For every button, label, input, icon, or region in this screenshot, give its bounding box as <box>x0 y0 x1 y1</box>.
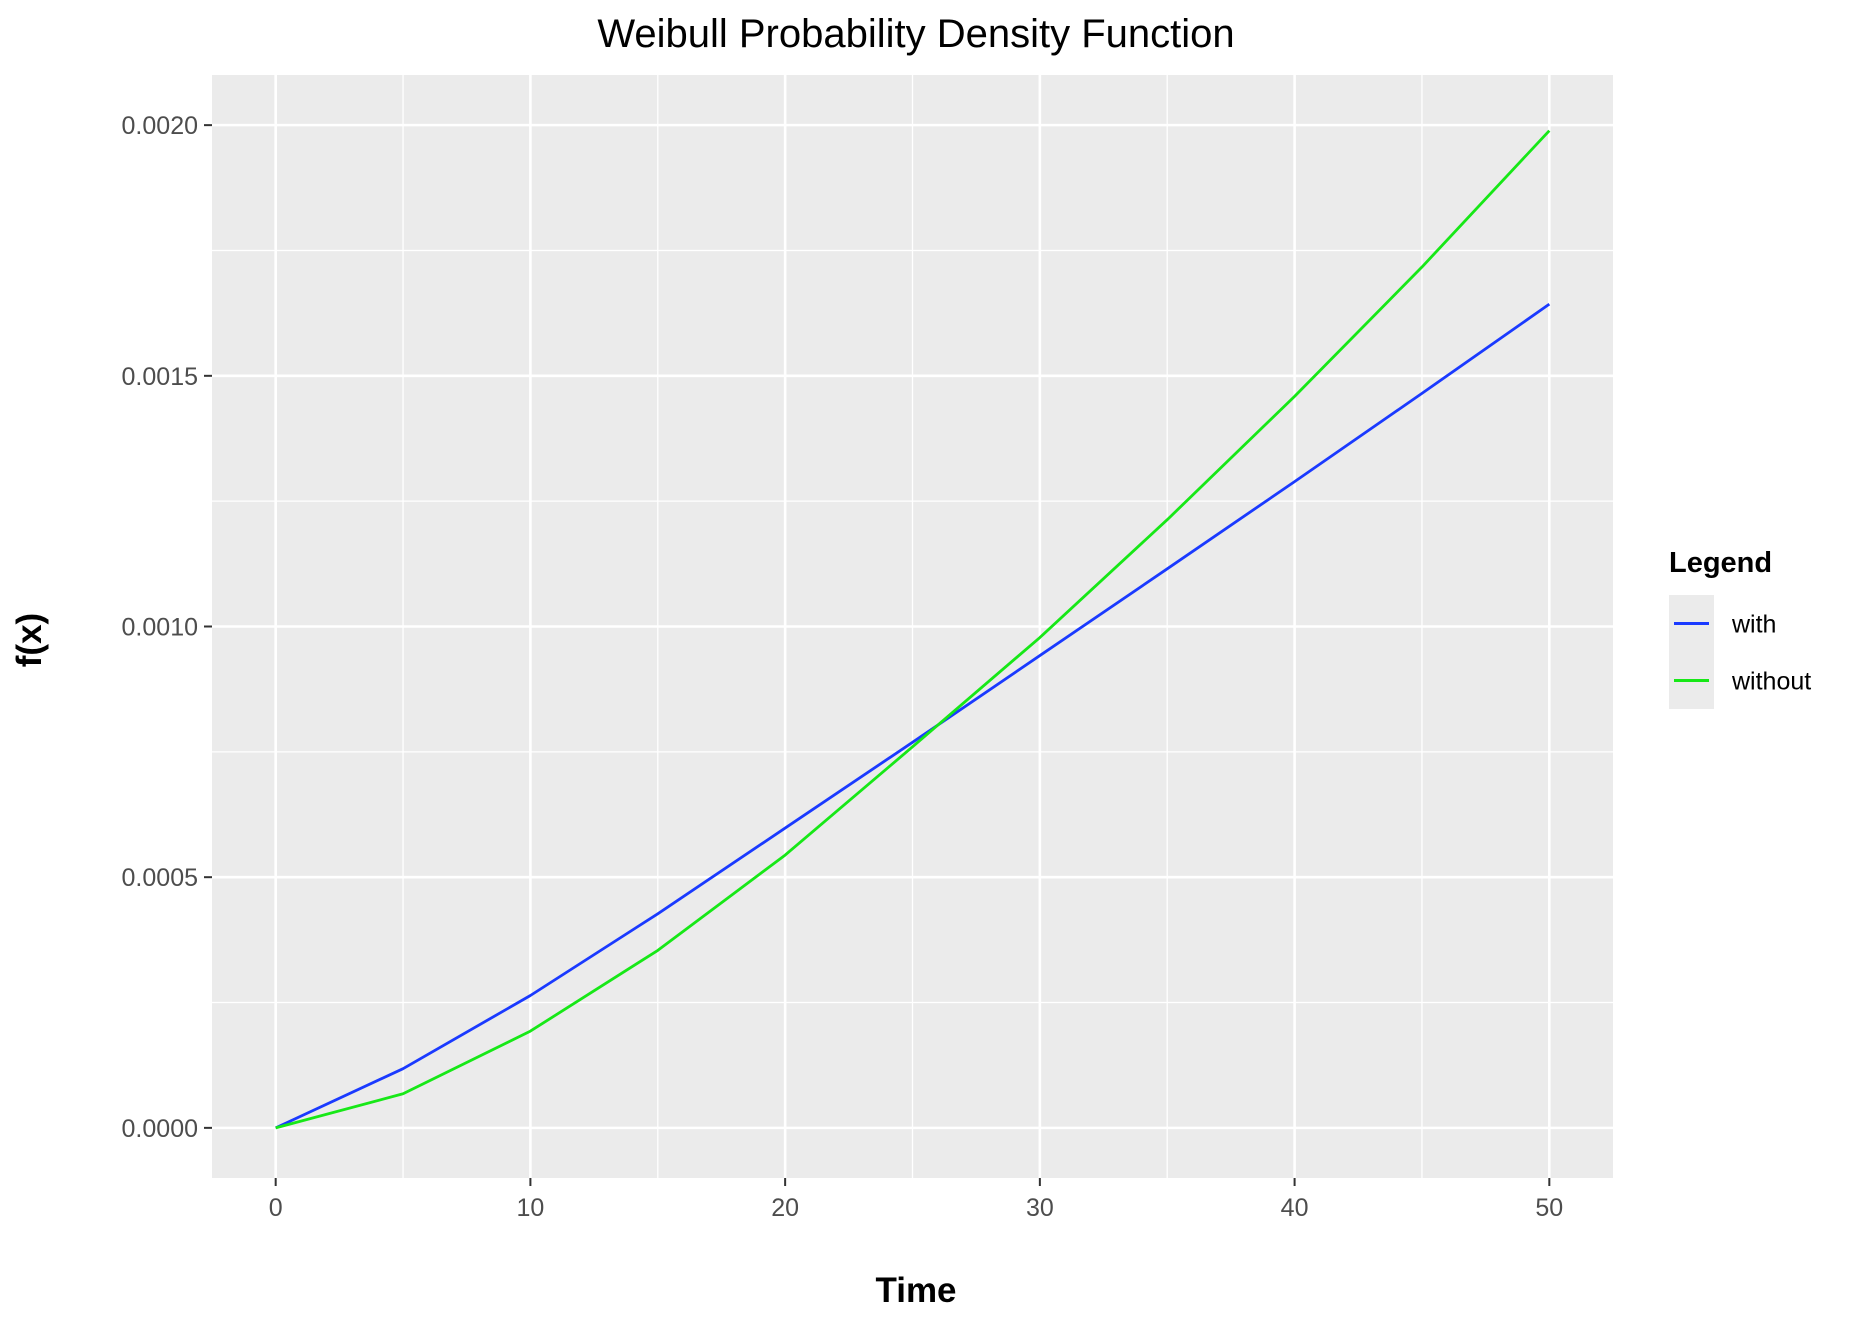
legend-label-without: without <box>1731 668 1811 696</box>
series-line-without <box>275 129 1551 1130</box>
x-tick-label: 0 <box>269 1194 283 1222</box>
y-axis-title: f(x) <box>10 613 49 667</box>
y-tick-label: 0.0020 <box>122 112 198 140</box>
series-layer <box>275 129 1551 1130</box>
legend-label-with: with <box>1731 611 1776 639</box>
y-tick-label: 0.0005 <box>122 864 198 892</box>
x-axis: 0 10 20 30 40 50 <box>269 1178 1563 1222</box>
y-tick-label: 0.0000 <box>122 1115 198 1143</box>
series-line-with <box>275 302 1551 1130</box>
legend-title: Legend <box>1669 547 1772 579</box>
x-tick-label: 20 <box>771 1194 799 1222</box>
legend: Legend with without <box>1669 547 1811 709</box>
y-tick-label: 0.0015 <box>122 363 198 391</box>
x-axis-title: Time <box>875 1271 956 1310</box>
chart-title: Weibull Probability Density Function <box>597 12 1234 56</box>
x-tick-label: 40 <box>1281 1194 1309 1222</box>
y-tick-label: 0.0010 <box>122 614 198 642</box>
y-axis: 0.0000 0.0005 0.0010 0.0015 0.0020 <box>122 112 212 1143</box>
x-tick-label: 10 <box>517 1194 545 1222</box>
x-tick-label: 30 <box>1026 1194 1054 1222</box>
x-tick-label: 50 <box>1535 1194 1563 1222</box>
